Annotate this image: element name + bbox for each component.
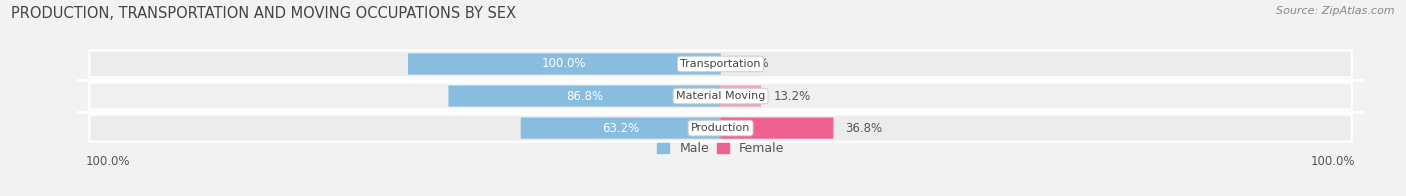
FancyBboxPatch shape	[449, 85, 721, 107]
Text: 36.8%: 36.8%	[845, 122, 883, 135]
FancyBboxPatch shape	[90, 51, 1351, 77]
Text: 100.0%: 100.0%	[543, 57, 586, 71]
FancyBboxPatch shape	[90, 115, 1351, 142]
FancyBboxPatch shape	[720, 118, 834, 139]
Text: Transportation: Transportation	[681, 59, 761, 69]
Text: 0.0%: 0.0%	[740, 57, 769, 71]
Legend: Male, Female: Male, Female	[657, 142, 785, 155]
Text: Source: ZipAtlas.com: Source: ZipAtlas.com	[1277, 6, 1395, 16]
Text: 63.2%: 63.2%	[602, 122, 640, 135]
Text: Production: Production	[690, 123, 751, 133]
Text: Material Moving: Material Moving	[676, 91, 765, 101]
Text: 86.8%: 86.8%	[567, 90, 603, 103]
FancyBboxPatch shape	[720, 85, 761, 107]
Text: 13.2%: 13.2%	[773, 90, 810, 103]
FancyBboxPatch shape	[520, 118, 721, 139]
FancyBboxPatch shape	[408, 53, 721, 74]
Text: PRODUCTION, TRANSPORTATION AND MOVING OCCUPATIONS BY SEX: PRODUCTION, TRANSPORTATION AND MOVING OC…	[11, 6, 516, 21]
FancyBboxPatch shape	[90, 83, 1351, 110]
